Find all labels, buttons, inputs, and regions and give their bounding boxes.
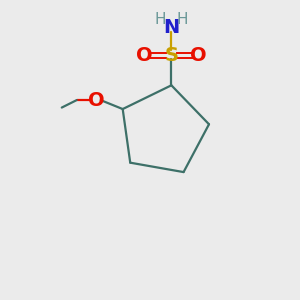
Text: H: H [154, 11, 166, 26]
Text: O: O [88, 91, 104, 110]
Text: H: H [177, 11, 188, 26]
Text: N: N [163, 18, 179, 37]
Text: S: S [164, 46, 178, 65]
Text: O: O [190, 46, 207, 65]
Text: O: O [136, 46, 152, 65]
